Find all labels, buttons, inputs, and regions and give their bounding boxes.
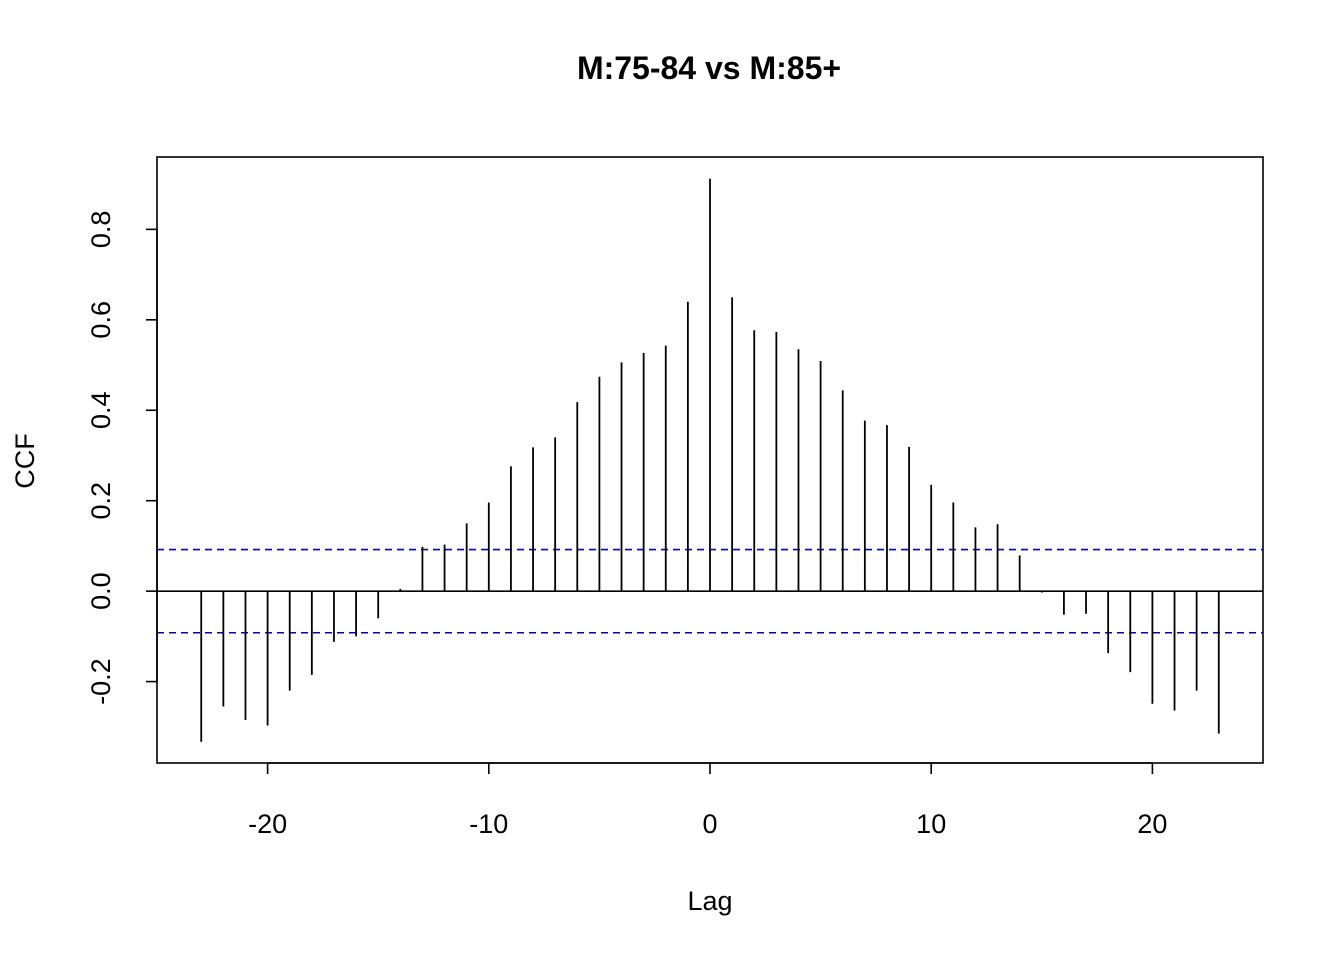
chart-title: M:75-84 vs M:85+ bbox=[577, 50, 841, 86]
y-tick-label: 0.4 bbox=[86, 391, 116, 429]
y-tick-label: 0.0 bbox=[86, 572, 116, 610]
x-axis-label: Lag bbox=[687, 886, 732, 916]
y-tick-label: 0.8 bbox=[86, 211, 116, 249]
x-tick-label: 10 bbox=[916, 809, 946, 839]
y-tick-label: -0.2 bbox=[86, 658, 116, 705]
y-axis-label: CCF bbox=[10, 433, 40, 489]
x-tick-label: 20 bbox=[1137, 809, 1167, 839]
y-tick-label: 0.2 bbox=[86, 482, 116, 520]
x-tick-label: -10 bbox=[469, 809, 508, 839]
x-axis: -20 -10 0 10 20 bbox=[248, 762, 1167, 839]
y-axis: -0.2 0.0 0.2 0.4 0.6 0.8 bbox=[86, 211, 158, 705]
x-tick-label: 0 bbox=[702, 809, 717, 839]
ccf-bars bbox=[200, 178, 1220, 742]
y-tick-label: 0.6 bbox=[86, 301, 116, 339]
x-tick-label: -20 bbox=[248, 809, 287, 839]
